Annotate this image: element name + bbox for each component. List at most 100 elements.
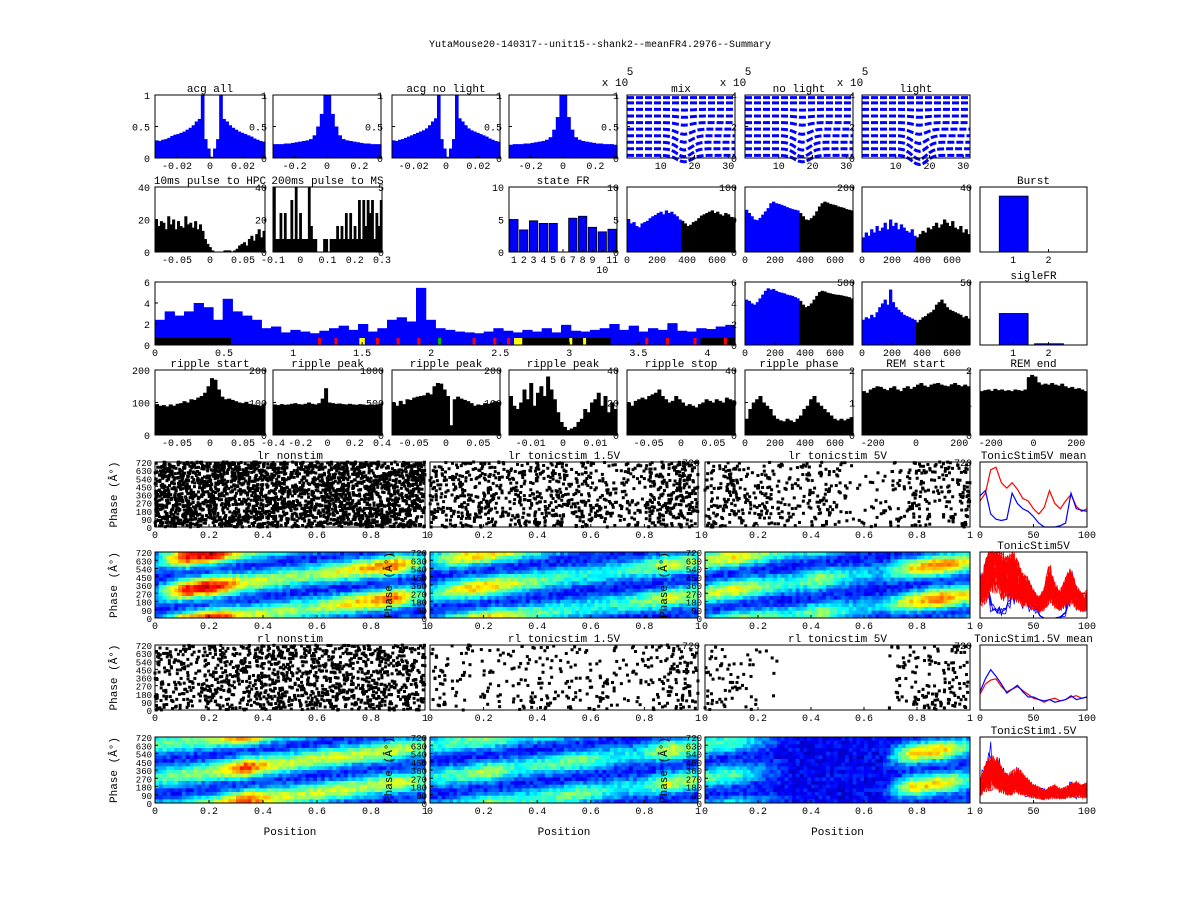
spike-dot <box>648 498 652 502</box>
spike-dot <box>213 517 217 521</box>
bar <box>694 220 698 252</box>
waveform-line <box>862 127 970 136</box>
spike-dot <box>164 517 168 521</box>
spike-dot <box>295 514 299 518</box>
spike-dot <box>205 476 209 480</box>
x-tick-label: 0 <box>913 439 919 450</box>
spike-dot <box>411 494 415 498</box>
spike-dot <box>331 476 335 480</box>
spike-dot <box>297 494 301 498</box>
panel-title: ripple start <box>170 359 249 371</box>
spike-dot <box>190 475 194 479</box>
x-tick-label: 10 <box>890 162 902 173</box>
spike-dot <box>200 517 204 521</box>
spike-dot <box>557 503 561 507</box>
bar <box>963 384 968 435</box>
bar <box>458 118 462 158</box>
spike-dot <box>401 499 405 503</box>
bar <box>341 404 346 435</box>
spike-dot <box>201 485 205 489</box>
x-tick-label: 1 <box>1010 349 1016 360</box>
spike-dot <box>334 499 338 503</box>
spike-dot <box>386 485 390 489</box>
y-tick-label-right: 100 <box>249 400 267 411</box>
spike-dot <box>724 505 728 509</box>
spike-dot <box>179 474 183 478</box>
spike-dot <box>665 485 669 489</box>
bar <box>943 303 947 345</box>
spike-dot <box>345 521 349 525</box>
x-tick-label: 0.8 <box>635 531 653 542</box>
spike-dot <box>263 469 267 473</box>
spike-dot <box>439 507 443 511</box>
bar <box>834 205 838 252</box>
spike-dot <box>367 506 371 510</box>
spike-dot <box>594 469 598 473</box>
spike-dot <box>643 504 647 508</box>
spike-dot <box>348 493 352 497</box>
bar <box>613 144 618 158</box>
state-band-mark <box>438 338 442 345</box>
spike-dot <box>223 505 227 509</box>
spike-dot <box>343 503 347 507</box>
spike-dot <box>403 516 407 520</box>
spike-dot <box>268 475 272 479</box>
bar <box>842 207 846 252</box>
x-tick-label: -0.2 <box>283 162 307 173</box>
spike-dot <box>672 514 676 518</box>
spike-dot <box>453 524 457 528</box>
spike-dot <box>209 468 213 472</box>
bar <box>546 376 551 435</box>
spike-dot <box>620 490 624 494</box>
x-tick-label: 200 <box>766 349 784 360</box>
spike-dot <box>406 477 410 481</box>
spike-dot <box>512 486 516 490</box>
spike-dot <box>329 499 333 503</box>
spike-dot <box>707 515 711 519</box>
waveform-line <box>627 121 735 127</box>
spike-dot <box>177 522 181 526</box>
bar <box>359 142 364 158</box>
spike-dot <box>518 496 522 500</box>
spike-dot <box>680 467 684 471</box>
spike-dot <box>303 504 307 508</box>
bar <box>945 307 949 345</box>
spike-dot <box>523 520 527 524</box>
spike-dot <box>679 499 683 503</box>
spike-dot <box>600 472 604 476</box>
spike-dot <box>589 509 593 513</box>
bar <box>1060 383 1065 435</box>
spike-dot <box>580 513 584 517</box>
spike-dot <box>243 472 247 476</box>
spike-dot <box>275 477 279 481</box>
spike-dot <box>439 495 443 499</box>
x-tick-label: 0.05 <box>231 439 255 450</box>
spike-dot <box>587 499 591 503</box>
spike-dot <box>466 515 470 519</box>
spike-dot <box>410 504 414 508</box>
spike-dot <box>422 495 426 499</box>
spike-dot <box>324 506 328 510</box>
spike-dot <box>871 506 875 510</box>
spike-dot <box>255 503 259 507</box>
bar <box>164 311 175 345</box>
bar <box>320 398 325 435</box>
spike-dot <box>383 462 387 466</box>
spike-dot <box>397 517 401 521</box>
spike-dot <box>191 491 195 495</box>
bar <box>581 140 586 158</box>
y-tick-label: 4 <box>144 300 150 311</box>
spike-dot <box>385 477 389 481</box>
spike-dot <box>893 487 897 491</box>
spike-dot <box>565 473 569 477</box>
spike-dot <box>609 501 613 505</box>
spike-dot <box>653 524 657 528</box>
spike-dot <box>297 516 301 520</box>
spike-dot <box>377 524 381 528</box>
spike-dot <box>413 506 417 510</box>
bar <box>273 187 276 252</box>
x-tick-label: 0.3 <box>373 256 391 267</box>
spike-dot <box>347 484 351 488</box>
spike-dot <box>338 467 342 471</box>
